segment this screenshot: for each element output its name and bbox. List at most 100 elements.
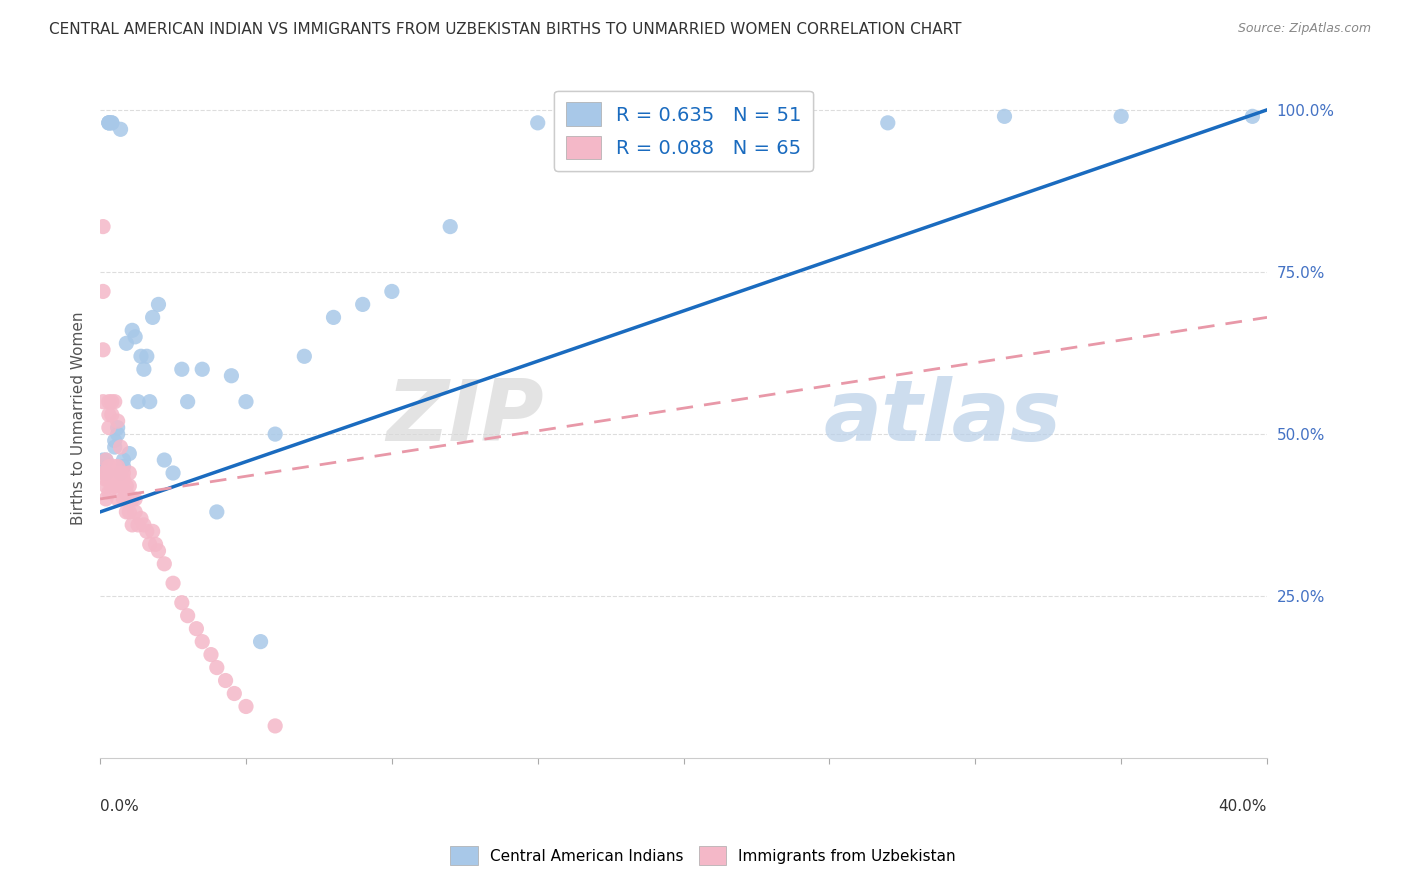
Point — [249, 634, 271, 648]
Point — [138, 394, 160, 409]
Point — [94, 453, 117, 467]
Point — [91, 394, 114, 409]
Point — [97, 459, 120, 474]
Point — [235, 394, 257, 409]
Point — [112, 491, 135, 506]
Point — [148, 544, 170, 558]
Point — [101, 394, 124, 409]
Point — [121, 491, 143, 506]
Point — [110, 122, 132, 136]
Point — [91, 219, 114, 234]
Point — [104, 440, 127, 454]
Point — [221, 368, 243, 383]
Text: Source: ZipAtlas.com: Source: ZipAtlas.com — [1237, 22, 1371, 36]
Point — [526, 116, 548, 130]
Point — [118, 446, 141, 460]
Point — [94, 473, 117, 487]
Point — [112, 453, 135, 467]
Point — [110, 479, 132, 493]
Point — [112, 473, 135, 487]
Point — [200, 648, 222, 662]
Point — [101, 466, 124, 480]
Point — [94, 466, 117, 480]
Point — [112, 466, 135, 480]
Point — [789, 116, 811, 130]
Point — [142, 524, 165, 539]
Point — [110, 466, 132, 480]
Point — [107, 459, 129, 474]
Text: 40.0%: 40.0% — [1219, 799, 1267, 814]
Point — [115, 336, 138, 351]
Point — [94, 453, 117, 467]
Y-axis label: Births to Unmarried Women: Births to Unmarried Women — [72, 311, 86, 524]
Legend: R = 0.635   N = 51, R = 0.088   N = 65: R = 0.635 N = 51, R = 0.088 N = 65 — [554, 91, 813, 171]
Point — [101, 116, 124, 130]
Point — [292, 349, 315, 363]
Point — [162, 466, 184, 480]
Point — [153, 453, 176, 467]
Point — [142, 310, 165, 325]
Point — [132, 362, 155, 376]
Point — [162, 576, 184, 591]
Point — [129, 349, 152, 363]
Text: CENTRAL AMERICAN INDIAN VS IMMIGRANTS FROM UZBEKISTAN BIRTHS TO UNMARRIED WOMEN : CENTRAL AMERICAN INDIAN VS IMMIGRANTS FR… — [49, 22, 962, 37]
Point — [264, 427, 287, 442]
Point — [148, 297, 170, 311]
Point — [205, 505, 228, 519]
Point — [118, 479, 141, 493]
Point — [91, 459, 114, 474]
Point — [94, 466, 117, 480]
Point — [224, 686, 246, 700]
Point — [381, 285, 404, 299]
Point — [104, 434, 127, 448]
Point — [97, 420, 120, 434]
Point — [121, 517, 143, 532]
Point — [127, 394, 149, 409]
Point — [191, 634, 214, 648]
Point — [97, 116, 120, 130]
Point — [876, 116, 898, 130]
Point — [97, 116, 120, 130]
Point — [112, 459, 135, 474]
Point — [101, 408, 124, 422]
Point — [118, 505, 141, 519]
Point — [614, 116, 637, 130]
Point — [205, 660, 228, 674]
Point — [107, 491, 129, 506]
Point — [97, 116, 120, 130]
Point — [107, 473, 129, 487]
Point — [115, 505, 138, 519]
Point — [135, 524, 157, 539]
Point — [322, 310, 344, 325]
Point — [145, 537, 167, 551]
Point — [104, 459, 127, 474]
Point — [191, 362, 214, 376]
Point — [235, 699, 257, 714]
Point — [91, 343, 114, 357]
Point — [170, 596, 193, 610]
Point — [104, 479, 127, 493]
Point — [97, 394, 120, 409]
Point — [110, 440, 132, 454]
Point — [153, 557, 176, 571]
Point — [1241, 109, 1264, 123]
Point — [124, 330, 146, 344]
Point — [124, 505, 146, 519]
Point — [110, 466, 132, 480]
Point — [1109, 109, 1132, 123]
Point — [94, 491, 117, 506]
Point — [104, 394, 127, 409]
Point — [97, 408, 120, 422]
Point — [121, 323, 143, 337]
Point — [186, 622, 208, 636]
Point — [672, 116, 695, 130]
Legend: Central American Indians, Immigrants from Uzbekistan: Central American Indians, Immigrants fro… — [444, 840, 962, 871]
Point — [107, 427, 129, 442]
Point — [101, 116, 124, 130]
Point — [176, 608, 198, 623]
Point — [97, 473, 120, 487]
Point — [170, 362, 193, 376]
Point — [127, 517, 149, 532]
Point — [118, 466, 141, 480]
Point — [91, 466, 114, 480]
